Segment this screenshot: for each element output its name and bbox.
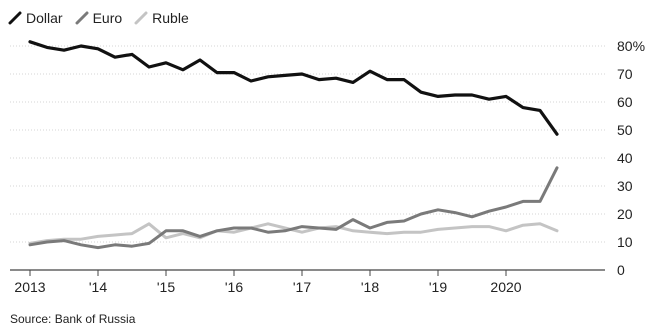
source-note: Source: Bank of Russia [10,312,136,326]
legend-item-euro: Euro [75,10,123,26]
x-tick-label: '18 [361,279,379,295]
y-tick-label: 70 [617,66,633,82]
x-tick-label: '15 [157,279,175,295]
y-tick-label: 0 [617,262,625,278]
legend-label-euro: Euro [92,10,123,26]
series-layer [28,40,559,250]
y-tick-label: 50 [617,122,633,138]
legend-swatch-dollar-icon [8,11,22,25]
x-tick-label: '17 [293,279,311,295]
legend-label-dollar: Dollar [26,10,63,26]
legend-item-dollar: Dollar [8,10,63,26]
y-tick-label: 80% [617,38,645,54]
legend-label-ruble: Ruble [152,10,189,26]
x-tick-label: 2013 [14,279,45,295]
legend: Dollar Euro Ruble [8,8,201,28]
y-tick-label: 60 [617,94,633,110]
x-axis: 2013 '14 '15 '16 '17 '18 '19 2020 [14,270,522,295]
x-tick-label: 2020 [490,279,521,295]
gridlines [10,45,605,271]
series-line-dollar [28,40,559,136]
x-tick-label: '16 [225,279,243,295]
x-tick-label: '19 [429,279,447,295]
y-tick-label: 40 [617,150,633,166]
series-line-euro [28,166,559,250]
legend-swatch-ruble-icon [134,11,148,25]
y-tick-label: 20 [617,206,633,222]
y-axis: 0 10 20 30 40 50 60 70 80% [617,38,645,278]
y-tick-label: 30 [617,178,633,194]
x-tick-label: '14 [89,279,107,295]
y-tick-label: 10 [617,234,633,250]
series-line-ruble [28,222,559,245]
legend-item-ruble: Ruble [134,10,189,26]
legend-swatch-euro-icon [75,11,89,25]
